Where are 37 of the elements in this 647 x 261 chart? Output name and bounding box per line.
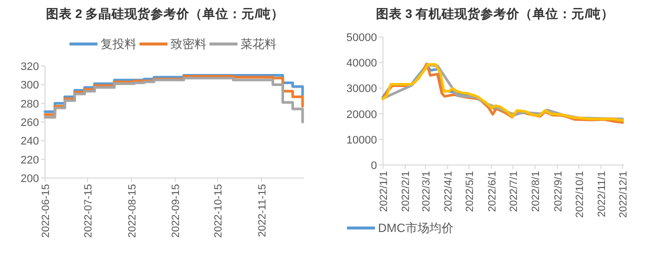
y-tick-label: 30000 bbox=[346, 83, 377, 96]
x-tick-label: 2022-10-15 bbox=[212, 184, 225, 238]
y-tick-label: 220 bbox=[20, 154, 39, 166]
y-tick-label: 260 bbox=[20, 117, 39, 129]
x-tick-label: 2022/1/1 bbox=[378, 170, 390, 212]
y-tick-label: 0 bbox=[370, 160, 377, 172]
x-tick-label: 2022/6/1 bbox=[486, 170, 498, 212]
x-tick-label: 2022/2/1 bbox=[400, 170, 412, 212]
y-tick-label: 20000 bbox=[346, 108, 377, 121]
legend-label: DMC市场均价 bbox=[378, 221, 454, 235]
y-tick-label: 280 bbox=[20, 98, 39, 110]
y-tick-label: 240 bbox=[20, 136, 39, 148]
x-tick-label: 2022/9/1 bbox=[552, 170, 564, 212]
x-tick-label: 2022/5/1 bbox=[464, 170, 476, 212]
y-tick-label: 40000 bbox=[346, 58, 377, 70]
x-tick-label: 2022/8/1 bbox=[530, 170, 542, 212]
x-tick-label: 2022-07-15 bbox=[82, 184, 94, 238]
chart-title: 图表 2 多晶硅现货参考价（单位：元/吨） bbox=[46, 6, 284, 21]
x-tick-label: 2022-11-15 bbox=[256, 184, 269, 237]
legend-label: 复投料 bbox=[100, 37, 136, 51]
x-tick-label: 2022/7/1 bbox=[508, 170, 520, 212]
legend-label: 致密料 bbox=[170, 37, 206, 51]
y-tick-label: 320 bbox=[20, 61, 39, 73]
y-tick-label: 50000 bbox=[346, 32, 377, 44]
y-tick-label: 300 bbox=[20, 80, 39, 92]
x-tick-label: 2022/10/1 bbox=[574, 170, 586, 218]
x-tick-label: 2022/12/1 bbox=[618, 170, 630, 218]
y-tick-label: 10000 bbox=[346, 134, 377, 146]
x-tick-label: 2022/4/1 bbox=[442, 170, 455, 212]
x-tick-label: 2022-06-15 bbox=[40, 184, 52, 238]
x-tick-label: 2022/11/1 bbox=[596, 170, 608, 217]
y-tick-label: 200 bbox=[20, 173, 39, 185]
chart-title: 图表 3 有机硅现货参考价（单位：元/吨） bbox=[376, 6, 614, 21]
x-tick-label: 2022/3/1 bbox=[420, 170, 432, 212]
x-tick-label: 2022-08-15 bbox=[126, 184, 138, 238]
legend-label: 菜花料 bbox=[240, 37, 276, 51]
x-tick-label: 2022-09-15 bbox=[170, 184, 182, 238]
